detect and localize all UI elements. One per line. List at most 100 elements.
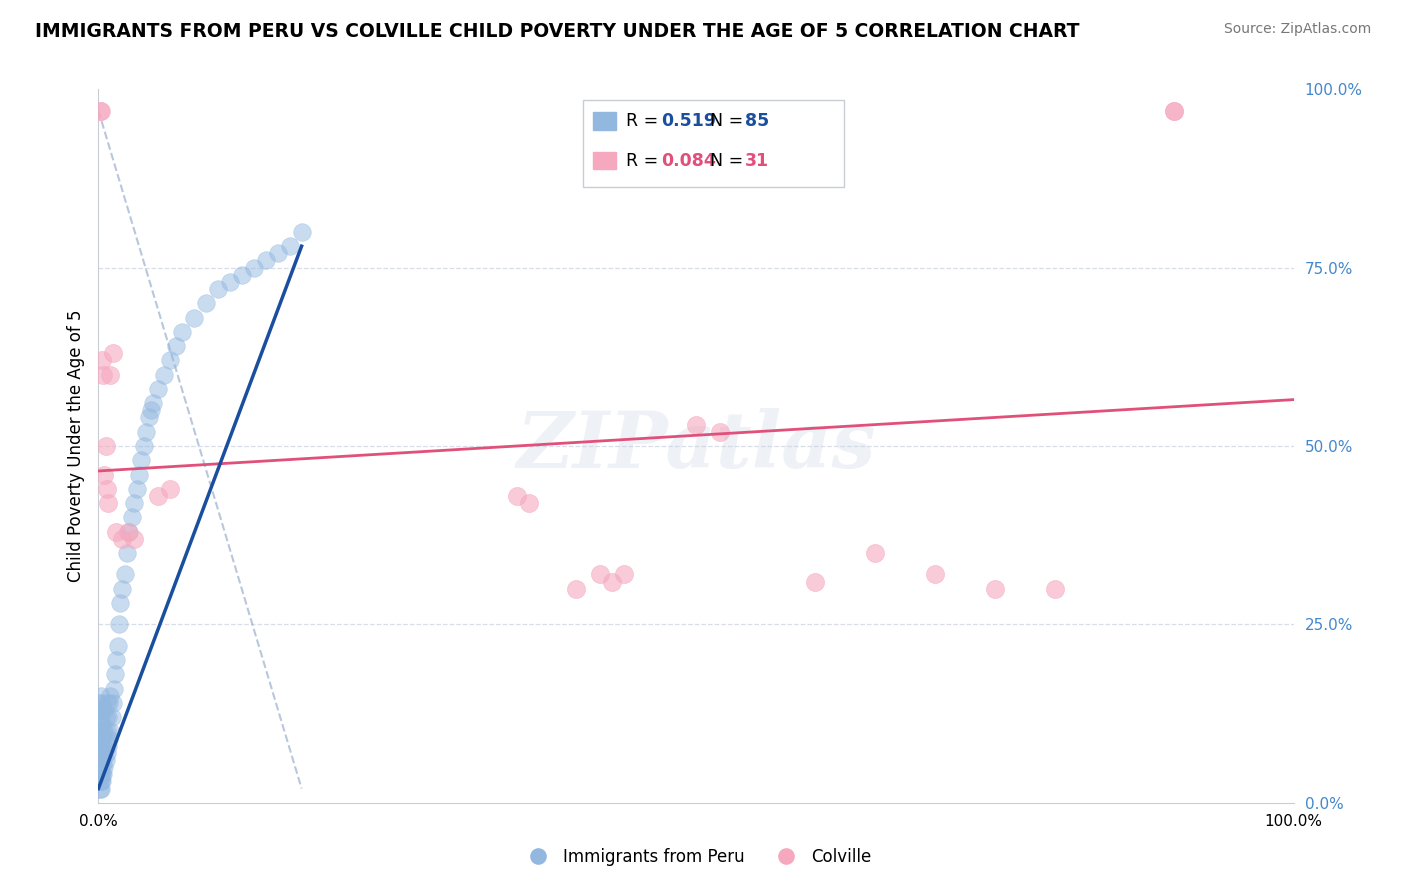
Point [172, 325, 194, 339]
Point [207, 282, 229, 296]
Point [91, 368, 114, 382]
Point [94, 731, 117, 746]
Point [98, 731, 121, 746]
Point [254, 253, 277, 268]
Point [91, 703, 114, 717]
Legend: Immigrants from Peru, Colville: Immigrants from Peru, Colville [515, 842, 877, 873]
Text: 85: 85 [745, 112, 769, 130]
Point [91, 767, 114, 781]
Point [89, 760, 111, 774]
Point [243, 260, 266, 275]
Point [90, 760, 112, 774]
Point [709, 425, 731, 439]
Point [135, 425, 157, 439]
Point [89, 739, 111, 753]
Point [589, 567, 612, 582]
Text: R =: R = [626, 152, 664, 169]
Point [159, 353, 181, 368]
Point [118, 524, 141, 539]
Point [96, 696, 118, 710]
Point [111, 582, 134, 596]
Point [291, 225, 314, 239]
Point [613, 567, 636, 582]
Point [98, 368, 122, 382]
Point [93, 746, 115, 760]
Point [91, 724, 114, 739]
Point [101, 696, 124, 710]
Point [117, 524, 139, 539]
Point [98, 724, 122, 739]
Point [183, 310, 205, 325]
Point [131, 453, 153, 467]
Text: N =: N = [710, 112, 749, 130]
Point [107, 617, 129, 632]
Point [685, 417, 707, 432]
Point [89, 724, 111, 739]
Text: Source: ZipAtlas.com: Source: ZipAtlas.com [1223, 22, 1371, 37]
Point [96, 482, 118, 496]
Point [165, 339, 187, 353]
Point [159, 482, 181, 496]
Point [89, 746, 111, 760]
Y-axis label: Child Poverty Under the Age of 5: Child Poverty Under the Age of 5 [66, 310, 84, 582]
Point [115, 546, 138, 560]
Point [94, 439, 117, 453]
Point [1043, 582, 1066, 596]
Point [89, 710, 111, 724]
Point [93, 703, 115, 717]
Point [1163, 103, 1185, 118]
Point [104, 667, 127, 681]
Point [278, 239, 301, 253]
Point [148, 382, 170, 396]
Point [90, 746, 112, 760]
Point [105, 524, 128, 539]
Point [128, 467, 150, 482]
Text: 0.519: 0.519 [661, 112, 716, 130]
Point [132, 439, 155, 453]
Point [90, 703, 112, 717]
Point [91, 767, 114, 781]
Point [804, 574, 827, 589]
Point [98, 689, 122, 703]
Point [97, 739, 120, 753]
Point [91, 760, 114, 774]
Point [231, 268, 253, 282]
Point [138, 410, 160, 425]
Point [91, 353, 114, 368]
Point [103, 681, 125, 696]
Point [602, 574, 624, 589]
Point [90, 781, 112, 796]
Point [267, 246, 290, 260]
Point [121, 510, 143, 524]
Point [125, 482, 148, 496]
Point [90, 767, 112, 781]
Point [96, 746, 118, 760]
Point [924, 567, 946, 582]
Point [219, 275, 242, 289]
Text: IMMIGRANTS FROM PERU VS COLVILLE CHILD POVERTY UNDER THE AGE OF 5 CORRELATION CH: IMMIGRANTS FROM PERU VS COLVILLE CHILD P… [35, 22, 1080, 41]
Text: ZIPatlas: ZIPatlas [516, 408, 876, 484]
Text: 31: 31 [745, 152, 769, 169]
Point [91, 753, 114, 767]
Point [93, 724, 115, 739]
Point [108, 596, 131, 610]
Text: R =: R = [626, 112, 664, 130]
Point [91, 717, 114, 731]
Point [91, 696, 114, 710]
Point [97, 496, 120, 510]
Point [506, 489, 529, 503]
Point [97, 710, 120, 724]
Point [89, 696, 111, 710]
Point [1163, 103, 1185, 118]
Point [90, 717, 112, 731]
Point [90, 689, 112, 703]
Text: N =: N = [710, 152, 749, 169]
Point [101, 346, 124, 360]
Point [107, 639, 129, 653]
Point [139, 403, 162, 417]
Point [89, 774, 111, 789]
Point [89, 767, 111, 781]
Point [91, 774, 114, 789]
Point [90, 753, 112, 767]
Point [124, 496, 146, 510]
